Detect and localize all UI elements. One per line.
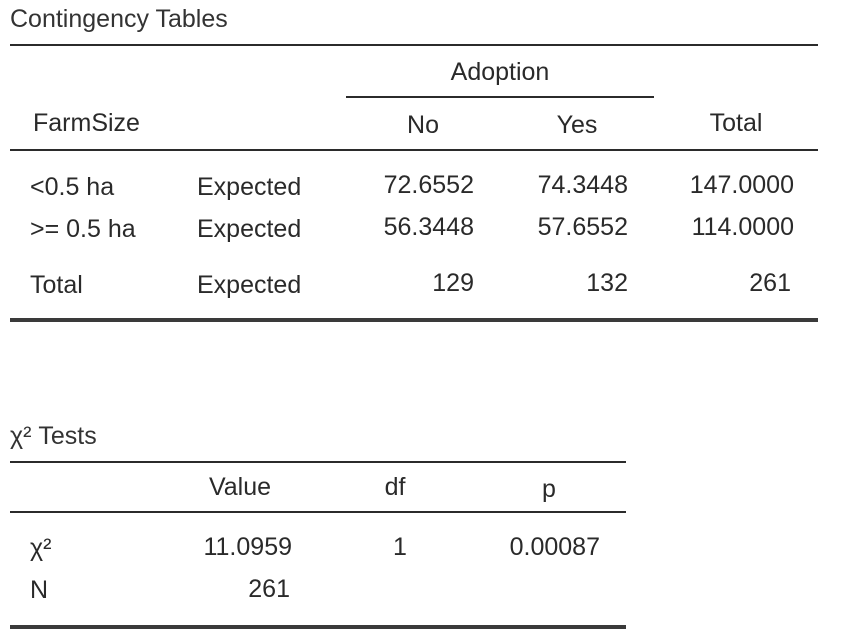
chi-square-table-title: χ² Tests — [10, 422, 97, 450]
column-header-yes: Yes — [556, 111, 598, 139]
cell-yes: 57.6552 — [537, 213, 628, 241]
row-type: Expected — [197, 173, 302, 201]
row-variable-header: FarmSize — [33, 109, 140, 137]
group-header-rule — [346, 96, 654, 98]
row-label: N — [30, 576, 49, 604]
table-bottom-rule — [10, 318, 818, 322]
cell-value: 11.0959 — [203, 533, 292, 561]
cell-no: 72.6552 — [383, 171, 474, 199]
column-group-header: Adoption — [450, 58, 550, 86]
contingency-table-title: Contingency Tables — [10, 5, 228, 33]
cell-yes: 132 — [586, 269, 628, 297]
column-header-value: Value — [208, 473, 272, 501]
row-type: Expected — [197, 215, 302, 243]
column-header-no: No — [407, 111, 439, 139]
cell-no: 129 — [432, 269, 474, 297]
table-bottom-rule — [10, 625, 626, 629]
table-top-rule — [10, 461, 626, 463]
row-label: χ² — [30, 534, 52, 562]
column-header-p: p — [542, 475, 556, 503]
row-label: >= 0.5 ha — [30, 215, 136, 243]
column-header-df: df — [384, 473, 406, 501]
column-header-total: Total — [709, 109, 763, 137]
cell-value: 261 — [248, 575, 290, 603]
row-label: <0.5 ha — [30, 173, 115, 201]
header-rule — [10, 511, 626, 513]
cell-total: 147.0000 — [689, 171, 794, 199]
row-type: Expected — [197, 271, 302, 299]
cell-df: 1 — [393, 533, 407, 561]
cell-p: 0.00087 — [509, 533, 600, 561]
cell-total: 114.0000 — [691, 213, 794, 241]
cell-no: 56.3448 — [383, 213, 474, 241]
row-label: Total — [30, 271, 83, 299]
header-rule — [10, 149, 818, 151]
table-top-rule — [10, 44, 818, 46]
cell-yes: 74.3448 — [537, 171, 628, 199]
cell-total: 261 — [749, 269, 791, 297]
